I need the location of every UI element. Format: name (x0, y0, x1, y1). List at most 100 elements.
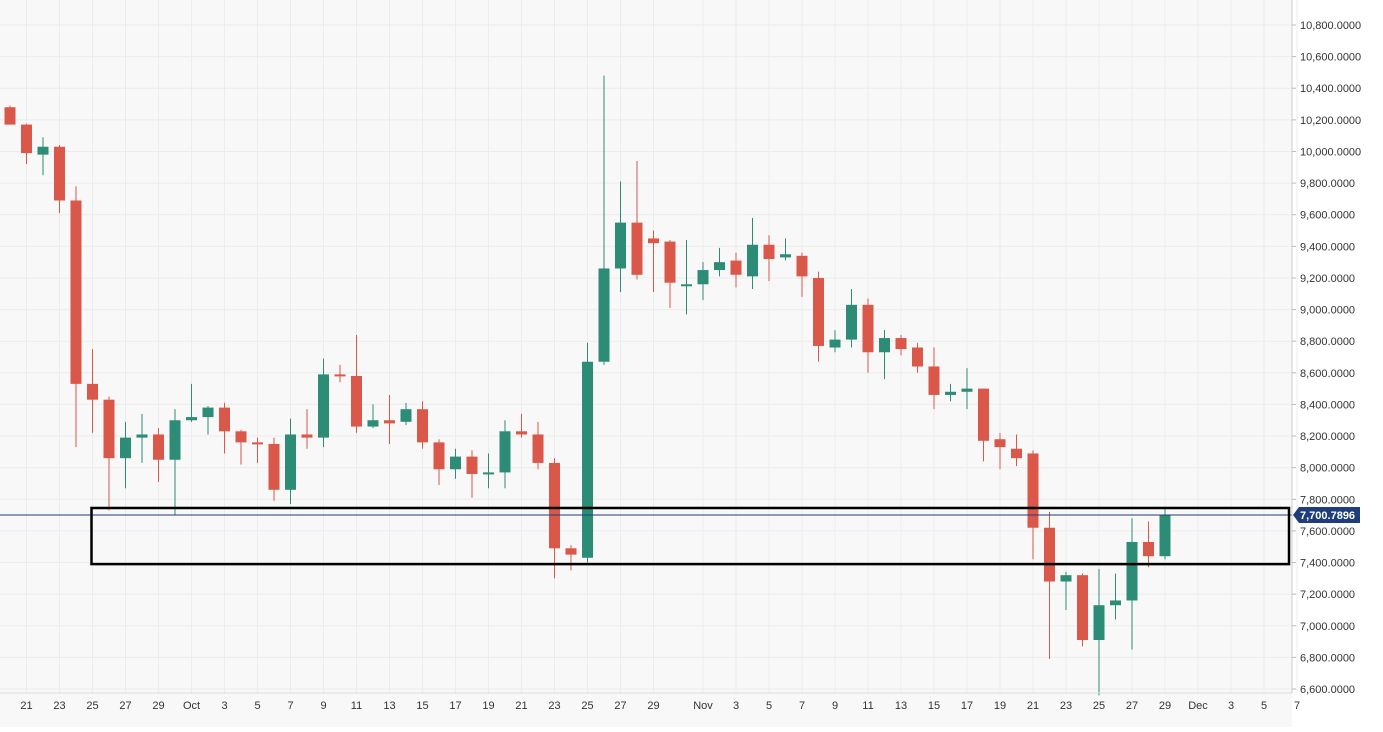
candle-body[interactable] (730, 260, 742, 275)
candle-body[interactable] (252, 442, 263, 445)
candle[interactable] (598, 75, 610, 365)
candle-body[interactable] (169, 420, 181, 460)
candle[interactable] (120, 421, 131, 489)
candle[interactable] (367, 404, 379, 429)
candle-body[interactable] (351, 375, 362, 427)
candle-body[interactable] (367, 420, 379, 427)
candle[interactable] (1027, 450, 1039, 560)
candle[interactable] (664, 240, 676, 308)
candle[interactable] (796, 252, 808, 297)
candle[interactable] (549, 458, 560, 579)
candle[interactable] (615, 181, 626, 293)
candle-body[interactable] (1060, 575, 1072, 582)
candle-body[interactable] (994, 439, 1006, 448)
candle[interactable] (1126, 518, 1138, 650)
candle[interactable] (1159, 508, 1171, 560)
candle[interactable] (1110, 573, 1121, 620)
candle[interactable] (169, 409, 181, 516)
candle-body[interactable] (532, 434, 544, 463)
candle[interactable] (714, 247, 725, 277)
candle-body[interactable] (433, 442, 445, 470)
candle[interactable] (813, 271, 824, 362)
candle-body[interactable] (813, 277, 824, 346)
candle[interactable] (483, 453, 494, 489)
candle-body[interactable] (1126, 541, 1138, 601)
candle[interactable] (565, 545, 577, 571)
candle[interactable] (21, 123, 32, 165)
candle[interactable] (648, 230, 659, 293)
candle[interactable] (532, 421, 544, 470)
candle-body[interactable] (565, 548, 577, 555)
candle-body[interactable] (978, 388, 989, 441)
candle-body[interactable] (846, 304, 857, 340)
candle[interactable] (384, 394, 395, 444)
candle[interactable] (318, 358, 329, 448)
candle[interactable] (994, 432, 1006, 470)
candle-body[interactable] (499, 431, 511, 473)
candle[interactable] (862, 298, 874, 373)
candle-body[interactable] (1077, 575, 1088, 640)
candle-body[interactable] (747, 244, 758, 277)
candle[interactable] (450, 448, 461, 479)
candle-body[interactable] (879, 338, 890, 353)
candle-body[interactable] (483, 472, 494, 475)
candle-body[interactable] (895, 338, 907, 350)
candle-body[interactable] (1110, 600, 1121, 606)
candle-body[interactable] (829, 339, 841, 348)
candle-body[interactable] (516, 431, 527, 435)
candle[interactable] (433, 439, 445, 486)
candle-body[interactable] (1143, 541, 1154, 557)
candle[interactable] (697, 262, 709, 301)
candle-body[interactable] (70, 200, 82, 384)
candle[interactable] (780, 238, 791, 261)
candle[interactable] (1044, 511, 1055, 659)
candle-body[interactable] (796, 255, 808, 277)
candle[interactable] (1143, 521, 1154, 568)
candle[interactable] (895, 334, 907, 356)
candle[interactable] (103, 396, 115, 511)
candle-body[interactable] (103, 399, 115, 459)
candle-body[interactable] (1044, 527, 1055, 582)
candle[interactable] (1060, 572, 1072, 610)
candle-body[interactable] (928, 366, 940, 395)
candle-body[interactable] (268, 443, 280, 490)
candle[interactable] (499, 420, 511, 489)
candle-body[interactable] (681, 284, 692, 287)
candle-body[interactable] (714, 262, 725, 271)
candle-body[interactable] (912, 347, 923, 367)
candle[interactable] (202, 406, 214, 435)
candle-body[interactable] (202, 407, 214, 418)
candle-body[interactable] (549, 462, 560, 549)
candle[interactable] (334, 364, 346, 383)
candle-body[interactable] (664, 241, 676, 283)
candle-body[interactable] (697, 270, 709, 285)
candle[interactable] (978, 388, 989, 462)
candle[interactable] (730, 252, 742, 288)
candle-body[interactable] (961, 388, 973, 392)
candle[interactable] (912, 342, 923, 373)
candle[interactable] (846, 289, 857, 348)
candle[interactable] (301, 409, 313, 449)
candle[interactable] (70, 186, 82, 448)
candle[interactable] (351, 334, 362, 433)
candle[interactable] (54, 145, 65, 214)
candle[interactable] (1093, 568, 1105, 696)
candle-body[interactable] (120, 437, 131, 459)
candle[interactable] (136, 413, 148, 463)
candle-body[interactable] (318, 374, 329, 438)
candles[interactable] (4, 75, 1171, 696)
candle-body[interactable] (4, 107, 16, 125)
candle-body[interactable] (615, 222, 626, 269)
candle-body[interactable] (235, 431, 247, 443)
candle[interactable] (631, 160, 643, 280)
candle[interactable] (466, 450, 478, 498)
candle-body[interactable] (466, 456, 478, 474)
candle[interactable] (37, 137, 49, 176)
candle-body[interactable] (37, 146, 49, 155)
candle[interactable] (747, 217, 758, 290)
candle[interactable] (417, 401, 428, 449)
candle-body[interactable] (450, 456, 461, 470)
candle-body[interactable] (1011, 448, 1022, 459)
candle-body[interactable] (763, 244, 775, 259)
